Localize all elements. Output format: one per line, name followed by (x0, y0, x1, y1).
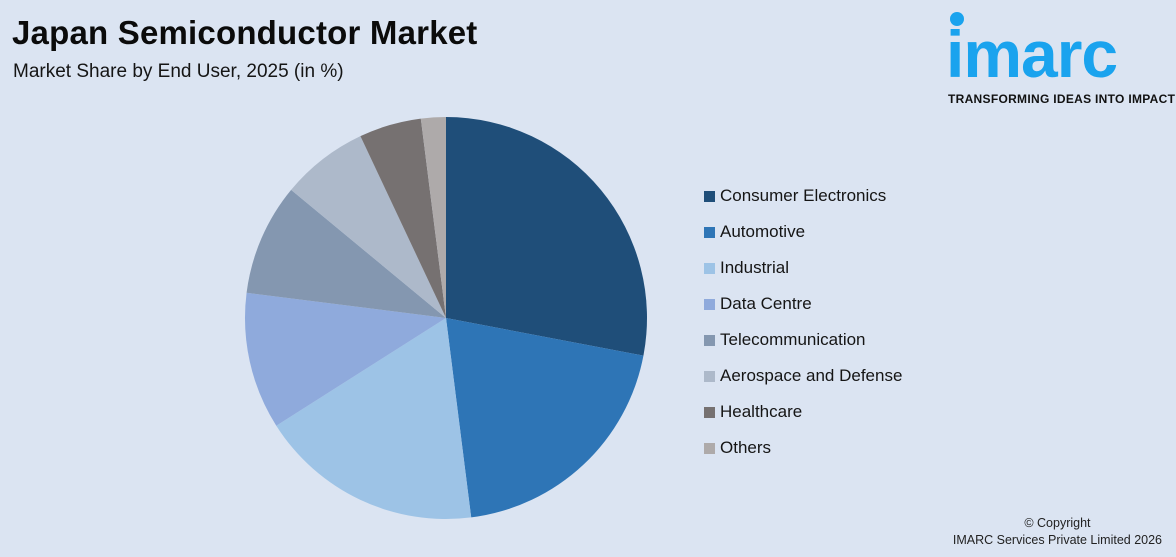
legend-item-consumer-electronics: Consumer Electronics (704, 178, 902, 214)
legend-swatch (704, 442, 715, 454)
pie-slice-industrial (276, 318, 472, 519)
pie-slice-aerospace-and-defense (291, 136, 446, 318)
legend-item-automotive: Automotive (704, 214, 902, 250)
legend-swatch (704, 190, 715, 202)
legend-label: Industrial (720, 258, 789, 277)
legend-label: Telecommunication (720, 330, 866, 349)
legend-swatch (704, 334, 715, 346)
pie-slice-data-centre (245, 292, 446, 426)
legend-swatch (704, 226, 715, 238)
logo-wordmark: imarc (946, 17, 1118, 91)
legend-item-aerospace-defense: Aerospace and Defense (704, 358, 902, 394)
legend-item-telecommunication: Telecommunication (704, 322, 902, 358)
chart-title: Japan Semiconductor Market (12, 14, 478, 51)
logo-tagline: TRANSFORMING IDEAS INTO IMPACT (948, 92, 1176, 106)
chart-legend: Consumer Electronics Automotive Industri… (704, 178, 902, 466)
legend-item-healthcare: Healthcare (704, 394, 902, 430)
legend-label: Others (720, 438, 772, 457)
legend-label: Data Centre (720, 294, 812, 313)
legend-label: Healthcare (720, 402, 803, 421)
legend-item-others: Others (704, 430, 902, 466)
legend-item-industrial: Industrial (704, 250, 902, 286)
legend-label: Consumer Electronics (720, 186, 887, 205)
legend-label: Automotive (720, 222, 806, 241)
pie-chart (245, 117, 647, 519)
imarc-logo: imarc TRANSFORMING IDEAS INTO IMPACT (946, 10, 1176, 110)
pie-slices (245, 117, 647, 519)
legend-swatch (704, 298, 715, 310)
copyright-line: © Copyright (1024, 516, 1091, 530)
pie-slice-consumer-electronics (446, 117, 647, 356)
copyright-company: IMARC Services Private Limited 2026 (952, 533, 1162, 547)
pie-slice-others (420, 117, 446, 318)
legend-swatch (704, 406, 715, 418)
pie-slice-healthcare (360, 118, 446, 318)
copyright-footer: © Copyright IMARC Services Private Limit… (953, 515, 1162, 549)
legend-swatch (704, 370, 715, 382)
logo-dot-icon (950, 12, 964, 26)
legend-label: Aerospace and Defense (720, 366, 903, 385)
legend-item-data-centre: Data Centre (704, 286, 902, 322)
pie-slice-automotive (446, 318, 644, 518)
chart-subtitle: Market Share by End User, 2025 (in %) (13, 61, 344, 82)
legend-swatch (704, 262, 715, 274)
pie-slice-telecommunication (246, 189, 446, 318)
